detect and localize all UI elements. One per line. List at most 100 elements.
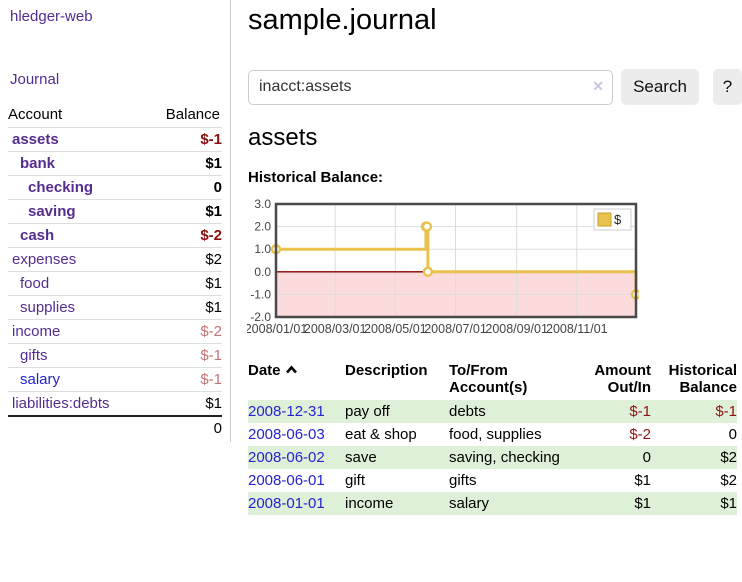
journal-nav-link[interactable]: Journal (10, 71, 60, 88)
account-link[interactable]: salary (20, 371, 61, 388)
balance-column-header: Historical Balance (668, 362, 737, 396)
transaction-balance: $-1 (715, 403, 737, 420)
register-row: 2008-12-31 pay off debts $-1 $-1 (248, 400, 737, 423)
svg-text:2008/05/01: 2008/05/01 (364, 322, 427, 336)
search-bar: ✕ Search ? (248, 69, 742, 105)
account-balance: $1 (205, 299, 222, 316)
transaction-accounts: food, supplies (449, 426, 542, 443)
register-row: 2008-06-03 eat & shop food, supplies $-2 0 (248, 423, 737, 446)
search-button[interactable]: Search (621, 69, 699, 105)
help-button[interactable]: ? (713, 69, 742, 105)
svg-text:2008/07/01: 2008/07/01 (424, 322, 487, 336)
svg-text:2008/03/01: 2008/03/01 (304, 322, 367, 336)
register-row: 2008-06-01 gift gifts $1 $2 (248, 469, 737, 492)
transaction-description: eat & shop (345, 426, 417, 443)
page-title: sample.journal (248, 4, 437, 36)
account-balance: $1 (205, 203, 222, 220)
svg-text:0.0: 0.0 (254, 265, 271, 279)
account-row: cash $-2 (8, 223, 222, 248)
account-link[interactable]: food (20, 275, 50, 292)
date-column-header[interactable]: Date (248, 360, 345, 400)
balance-column-header: Balance (165, 106, 220, 123)
accounts-column-header: To/From Account(s) (449, 362, 528, 396)
transaction-description: income (345, 495, 394, 512)
account-row: saving $1 (8, 199, 222, 224)
register-table: Date Description To/From Account(s) Amou… (248, 360, 737, 515)
account-row: food $1 (8, 271, 222, 296)
account-row: bank $1 (8, 151, 222, 176)
account-link[interactable]: bank (20, 155, 56, 172)
accounts-table: Account Balance assets $-1 bank $1 checking 0… (8, 103, 222, 440)
register-row: 2008-01-01 income salary $1 $1 (248, 492, 737, 515)
account-link[interactable]: gifts (20, 347, 48, 364)
account-row: expenses $2 (8, 247, 222, 272)
transaction-balance: $2 (720, 449, 737, 466)
account-row: supplies $1 (8, 295, 222, 320)
account-row: salary $-1 (8, 367, 222, 392)
svg-text:2.0: 2.0 (254, 220, 271, 234)
transaction-description: pay off (345, 403, 390, 420)
svg-text:$: $ (614, 212, 622, 227)
account-heading: assets (248, 124, 318, 151)
sidebar: hledger-web Journal Account Balance asse… (0, 0, 231, 442)
app-title-link[interactable]: hledger-web (10, 8, 93, 25)
balance-chart[interactable]: $3.0 2.0 1.0 0.0 -1.0 -2.0 2008/01/01 2008/03/0… (245, 197, 642, 339)
register-header-row: Date Description To/From Account(s) Amou… (248, 360, 737, 400)
account-row: liabilities:debts $1 (8, 391, 222, 417)
svg-text:-2.0: -2.0 (250, 310, 271, 324)
svg-text:2008/01/01: 2008/01/01 (247, 322, 307, 336)
account-balance: $-1 (200, 371, 222, 388)
account-link[interactable]: saving (28, 203, 76, 220)
total-balance: 0 (213, 420, 222, 437)
transaction-amount: $-2 (629, 426, 651, 443)
transaction-date-link[interactable]: 2008-06-01 (248, 472, 325, 489)
transaction-date-link[interactable]: 2008-06-02 (248, 449, 325, 466)
clear-search-icon[interactable]: ✕ (592, 77, 604, 94)
account-row: income $-2 (8, 319, 222, 344)
svg-text:2008/11/01: 2008/11/01 (546, 322, 608, 336)
account-balance: 0 (213, 179, 222, 196)
transaction-accounts: salary (449, 495, 490, 512)
account-balance: $-1 (200, 347, 222, 364)
transaction-accounts: saving, checking (449, 449, 560, 466)
chart-label: Historical Balance: (248, 169, 384, 186)
sort-ascending-icon (285, 365, 297, 374)
transaction-balance: $2 (720, 472, 737, 489)
transaction-amount: 0 (642, 449, 651, 466)
transaction-accounts: debts (449, 403, 486, 420)
transaction-amount: $1 (634, 472, 651, 489)
description-column-header: Description (345, 362, 428, 379)
account-balance: $2 (205, 251, 222, 268)
account-row: gifts $-1 (8, 343, 222, 368)
account-link[interactable]: expenses (12, 251, 77, 268)
account-link[interactable]: liabilities:debts (12, 395, 110, 412)
main-content: sample.journal ✕ Search ? assets Histori… (245, 0, 742, 515)
account-link[interactable]: supplies (20, 299, 76, 316)
account-column-header: Account (8, 106, 63, 123)
account-balance: $1 (205, 155, 222, 172)
transaction-amount: $1 (634, 495, 651, 512)
transaction-description: gift (345, 472, 366, 489)
account-balance: $-2 (200, 323, 222, 340)
transaction-date-link[interactable]: 2008-01-01 (248, 495, 325, 512)
transaction-amount: $-1 (629, 403, 651, 420)
account-link[interactable]: income (12, 323, 61, 340)
search-input[interactable] (248, 69, 613, 105)
transaction-accounts: gifts (449, 472, 477, 489)
account-link[interactable]: cash (20, 227, 55, 244)
account-balance: $1 (205, 275, 222, 292)
account-balance: $-2 (200, 227, 222, 244)
account-link[interactable]: checking (28, 179, 94, 196)
account-row: checking 0 (8, 175, 222, 200)
svg-text:2008/09/01: 2008/09/01 (485, 322, 548, 336)
svg-text:3.0: 3.0 (254, 197, 271, 211)
accounts-total-row: 0 (8, 416, 222, 440)
transaction-balance: 0 (728, 426, 737, 443)
amount-column-header: Amount Out/In (594, 362, 651, 396)
account-balance: $-1 (200, 131, 222, 148)
account-balance: $1 (205, 395, 222, 412)
transaction-date-link[interactable]: 2008-12-31 (248, 403, 325, 420)
register-row: 2008-06-02 save saving, checking 0 $2 (248, 446, 737, 469)
account-link[interactable]: assets (12, 131, 59, 148)
transaction-date-link[interactable]: 2008-06-03 (248, 426, 325, 443)
